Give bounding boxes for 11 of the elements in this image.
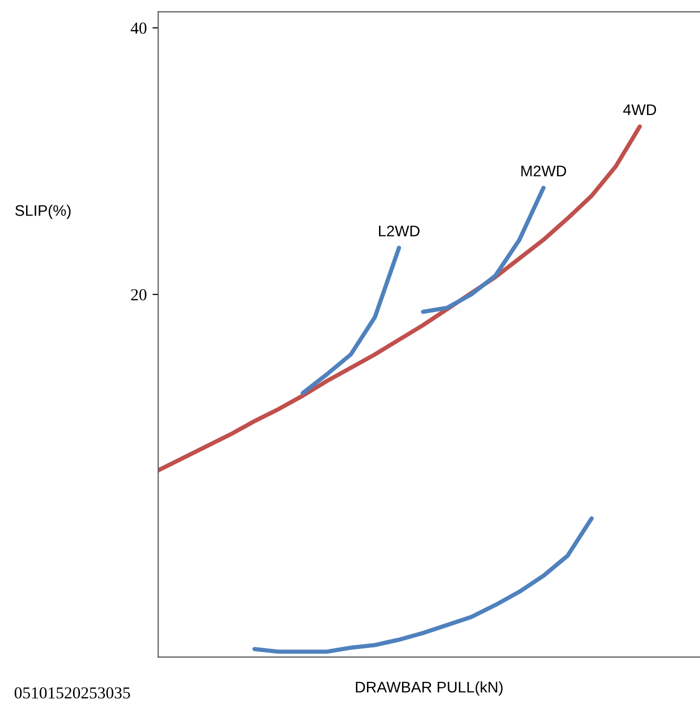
series-label: M2WD: [521, 166, 566, 176]
series-label: 4WD: [623, 104, 656, 115]
y-axis-title: SLIP(%): [15, 204, 71, 219]
line-series: [420, 186, 546, 314]
y-tick-label: 20: [131, 289, 146, 300]
line-series: [252, 516, 594, 654]
text: 05101520253035: [14, 687, 130, 699]
y-tick-label: 40: [130, 22, 146, 34]
series-label: L2WD: [379, 226, 420, 236]
x-axis-title: DRAWBAR PULL(kN): [356, 681, 503, 696]
line-series: [300, 246, 402, 396]
